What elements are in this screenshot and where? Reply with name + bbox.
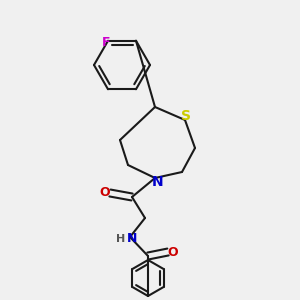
Text: O: O — [100, 187, 110, 200]
Text: N: N — [127, 232, 137, 245]
Text: S: S — [181, 109, 191, 123]
Text: F: F — [102, 36, 110, 49]
Text: H: H — [116, 234, 126, 244]
Text: O: O — [168, 245, 178, 259]
Text: N: N — [152, 175, 164, 189]
